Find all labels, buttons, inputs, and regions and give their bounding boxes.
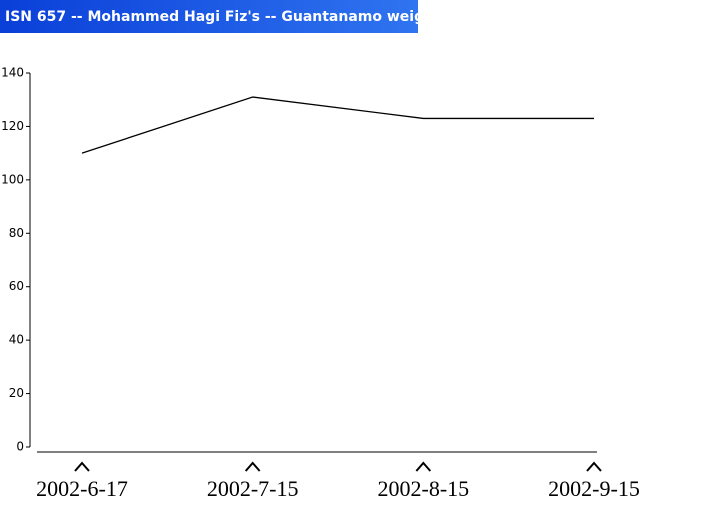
x-caret [74, 461, 90, 472]
y-tick-label: 20 [9, 386, 24, 400]
y-tick-label: 40 [9, 333, 24, 347]
y-tick-label: 100 [1, 172, 24, 186]
x-tick-label: 2002-8-15 [378, 476, 470, 501]
x-tick-label: 2002-9-15 [548, 476, 640, 501]
y-tick-label: 80 [9, 226, 24, 240]
y-tick-label: 140 [1, 66, 24, 80]
data-line [81, 96, 594, 154]
x-tick-label: 2002-6-17 [36, 476, 128, 501]
title-bar [0, 0, 418, 33]
y-tick-label: 0 [16, 440, 24, 454]
x-caret [586, 461, 602, 472]
y-tick-label: 60 [9, 279, 24, 293]
x-caret [415, 461, 432, 472]
x-tick-label: 2002-7-15 [207, 476, 299, 501]
x-caret [244, 461, 261, 472]
chart-title: ISN 657 -- Mohammed Hagi Fiz's -- Guanta… [5, 9, 463, 25]
y-tick-label: 120 [1, 119, 24, 133]
